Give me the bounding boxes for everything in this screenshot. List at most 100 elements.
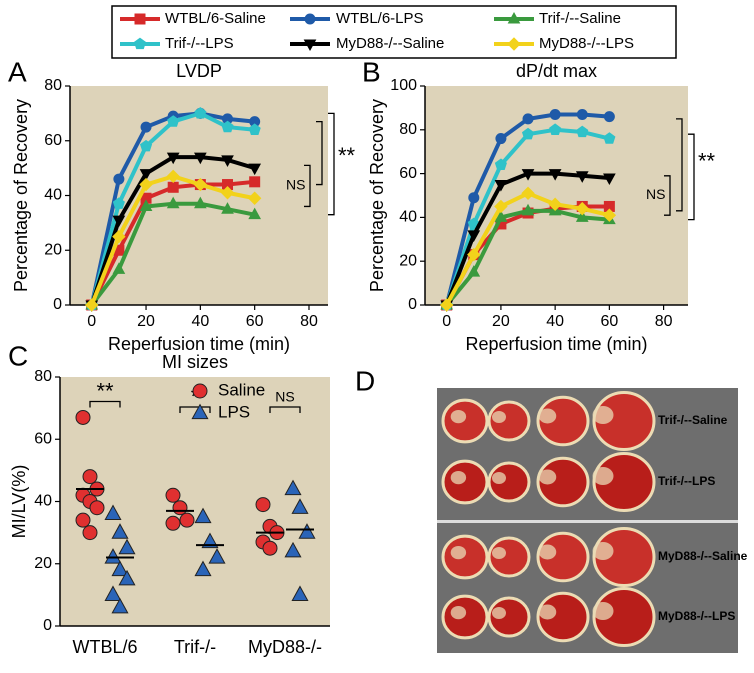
bracket bbox=[328, 112, 335, 216]
marker bbox=[549, 108, 561, 120]
infarct-area bbox=[538, 469, 557, 485]
marker bbox=[194, 196, 207, 209]
marker bbox=[82, 525, 98, 541]
marker bbox=[75, 512, 91, 528]
x-tick-label: 60 bbox=[600, 313, 618, 330]
bracket bbox=[676, 118, 683, 212]
y-tick-label: 40 bbox=[34, 493, 52, 510]
infarct-area bbox=[492, 547, 506, 559]
x-tick-label: 40 bbox=[546, 313, 564, 330]
annotation: ** bbox=[338, 143, 356, 168]
heart-slice bbox=[441, 459, 489, 505]
x-tick-label: 60 bbox=[246, 313, 264, 330]
marker bbox=[249, 176, 261, 188]
infarct-area bbox=[592, 602, 614, 620]
marker bbox=[208, 548, 226, 564]
marker bbox=[507, 37, 521, 51]
photo-label: Trif-/--Saline bbox=[658, 413, 728, 427]
marker bbox=[439, 298, 454, 312]
marker bbox=[495, 133, 507, 145]
y-tick-label: 60 bbox=[399, 165, 417, 182]
marker bbox=[298, 523, 316, 539]
marker bbox=[191, 403, 209, 420]
y-tick-label: 40 bbox=[44, 187, 62, 204]
marker bbox=[172, 500, 188, 516]
marker bbox=[521, 127, 535, 140]
legend-label: WTBL/6-Saline bbox=[165, 10, 266, 27]
marker bbox=[192, 383, 208, 399]
heart-slice bbox=[592, 527, 656, 587]
y-tick-label: 100 bbox=[390, 77, 417, 94]
heart-slice bbox=[441, 398, 489, 444]
x-tick-label: MyD88-/- bbox=[248, 637, 322, 657]
y-tick-label: 60 bbox=[34, 430, 52, 447]
y-tick-label: 80 bbox=[34, 368, 52, 385]
marker bbox=[521, 203, 535, 216]
marker bbox=[575, 210, 589, 222]
y-tick-label: 0 bbox=[43, 617, 52, 634]
photo-label: MyD88-/--LPS bbox=[658, 609, 735, 623]
legend-label: MyD88-/--LPS bbox=[539, 35, 634, 52]
marker bbox=[139, 199, 153, 211]
marker bbox=[167, 115, 180, 127]
chart-title: LVDP bbox=[176, 61, 222, 81]
marker bbox=[112, 215, 126, 228]
marker bbox=[139, 169, 153, 181]
bracket bbox=[269, 406, 301, 413]
marker bbox=[113, 173, 125, 185]
marker bbox=[82, 469, 98, 485]
marker bbox=[166, 169, 180, 184]
marker bbox=[521, 169, 535, 181]
bracket bbox=[316, 120, 323, 186]
panel-letter: C bbox=[8, 340, 28, 371]
annotation: NS bbox=[275, 389, 294, 405]
marker bbox=[111, 523, 129, 539]
marker bbox=[603, 173, 616, 186]
y-tick-label: 80 bbox=[399, 121, 417, 138]
chart-title: MI sizes bbox=[162, 352, 228, 372]
marker bbox=[291, 585, 309, 601]
plot-area bbox=[70, 86, 328, 305]
marker bbox=[139, 177, 153, 192]
y-axis-label: Percentage of Recovery bbox=[367, 99, 387, 292]
marker bbox=[304, 13, 316, 25]
bracket bbox=[304, 164, 311, 208]
y-tick-label: 0 bbox=[53, 296, 62, 313]
marker bbox=[467, 265, 481, 277]
marker bbox=[494, 158, 507, 170]
infarct-area bbox=[592, 406, 614, 424]
marker bbox=[104, 585, 122, 601]
legend-label: Trif-/--LPS bbox=[165, 35, 234, 52]
x-tick-label: 80 bbox=[655, 313, 673, 330]
legend-box bbox=[111, 5, 677, 59]
marker bbox=[104, 504, 122, 521]
marker bbox=[576, 125, 589, 138]
x-tick-label: 20 bbox=[137, 313, 155, 330]
photo-label: Trif-/--LPS bbox=[658, 474, 715, 488]
y-tick-label: 20 bbox=[44, 241, 62, 258]
marker bbox=[118, 538, 136, 555]
marker bbox=[248, 163, 262, 176]
marker bbox=[75, 409, 91, 425]
infarct-area bbox=[492, 607, 506, 619]
marker bbox=[468, 192, 480, 204]
infarct-area bbox=[538, 604, 557, 620]
marker bbox=[112, 262, 126, 274]
marker bbox=[522, 113, 534, 125]
marker bbox=[112, 229, 126, 244]
panel-letter: A bbox=[8, 56, 27, 87]
y-axis-label: Percentage of Recovery bbox=[11, 99, 31, 292]
panel-letter: D bbox=[355, 365, 375, 396]
marker bbox=[494, 199, 508, 214]
panel-letter: B bbox=[362, 56, 381, 87]
infarct-area bbox=[592, 467, 614, 485]
infarct-area bbox=[538, 544, 557, 560]
y-tick-label: 60 bbox=[44, 132, 62, 149]
y-tick-label: 20 bbox=[399, 252, 417, 269]
marker bbox=[521, 186, 535, 201]
y-axis-label: MI/LV(%) bbox=[9, 465, 29, 539]
marker bbox=[194, 152, 207, 165]
marker bbox=[548, 169, 562, 181]
bracket bbox=[664, 175, 671, 216]
marker bbox=[201, 532, 219, 549]
